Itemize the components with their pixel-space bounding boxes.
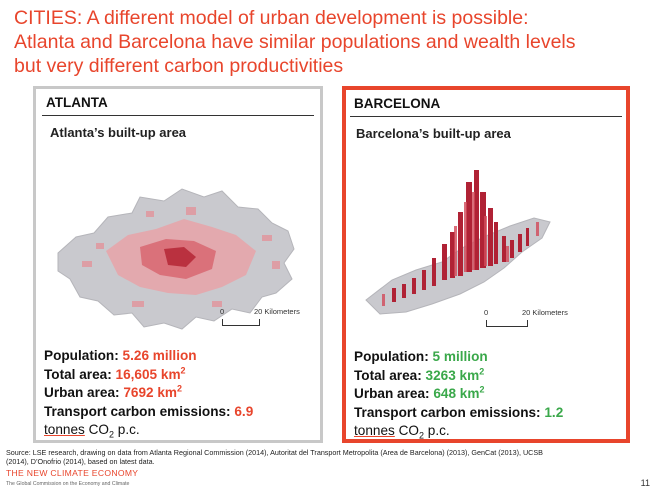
atlanta-transport-emissions: Transport carbon emissions: 6.9 <box>44 403 254 419</box>
atlanta-stats: Population: 5.26 million Total area: 16,… <box>44 347 253 440</box>
barcelona-emissions-unit: tonnes CO2 p.c. <box>354 423 450 441</box>
atlanta-urban-area-value: 7692 km2 <box>123 383 183 400</box>
page-number: 11 <box>640 478 650 488</box>
barcelona-urban-area: Urban area: 648 km2 <box>354 384 485 401</box>
barcelona-stats: Population: 5 million Total area: 3263 k… <box>354 348 563 441</box>
atlanta-scale-start: 0 <box>220 307 225 316</box>
atlanta-heading: ATLANTA <box>46 95 108 110</box>
barcelona-population: Population: 5 million <box>354 349 488 364</box>
barcelona-panel: BARCELONA Barcelona’s built-up area <box>342 86 630 443</box>
brand-tagline: The Global Commission on the Economy and… <box>6 481 130 487</box>
source-line-1: Source: LSE research, drawing on data fr… <box>6 448 543 457</box>
barcelona-map-image <box>365 170 551 315</box>
barcelona-subtitle: Barcelona’s built-up area <box>356 126 511 141</box>
brand-logo: THE NEW CLIMATE ECONOMY <box>6 468 139 478</box>
source-line-2: (2014), D’Onofrio (2014), based on lates… <box>6 457 155 466</box>
barcelona-urban-area-value: 648 km2 <box>433 384 485 401</box>
barcelona-transport-emissions: Transport carbon emissions: 1.2 <box>354 404 564 420</box>
barcelona-header: BARCELONA <box>350 90 622 117</box>
source-note: Source: LSE research, drawing on data fr… <box>6 448 656 466</box>
atlanta-emissions-unit: tonnes CO2 p.c. <box>44 422 140 440</box>
atlanta-total-area-value: 16,605 km2 <box>115 364 186 382</box>
atlanta-panel: ATLANTA Atlanta’s built-up area 0 20 Kil… <box>33 86 323 443</box>
barcelona-transport-value: 1.2 <box>544 404 564 420</box>
barcelona-scale-start: 0 <box>484 308 489 317</box>
slide-title: CITIES: A different model of urban devel… <box>14 6 654 78</box>
atlanta-subtitle: Atlanta’s built-up area <box>50 125 187 140</box>
barcelona-heading: BARCELONA <box>354 96 441 111</box>
atlanta-total-area: Total area: 16,605 km2 <box>44 364 186 382</box>
barcelona-population-value: 5 million <box>432 349 488 364</box>
barcelona-scale-end: 20 Kilometers <box>522 308 568 317</box>
atlanta-population-value: 5.26 million <box>122 348 197 363</box>
atlanta-population: Population: 5.26 million <box>44 348 197 363</box>
barcelona-total-area-value: 3263 km2 <box>425 365 485 383</box>
atlanta-map-image <box>57 188 295 330</box>
atlanta-scale-end: 20 Kilometers <box>254 307 300 316</box>
atlanta-transport-value: 6.9 <box>234 403 254 419</box>
atlanta-urban-area: Urban area: 7692 km2 <box>44 383 183 400</box>
title-line-3: but very different carbon productivities <box>14 55 344 77</box>
title-line-2: Atlanta and Barcelona have similar popul… <box>14 31 576 53</box>
atlanta-header: ATLANTA <box>42 89 314 116</box>
title-line-1: CITIES: A different model of urban devel… <box>14 7 529 29</box>
barcelona-total-area: Total area: 3263 km2 <box>354 365 485 383</box>
